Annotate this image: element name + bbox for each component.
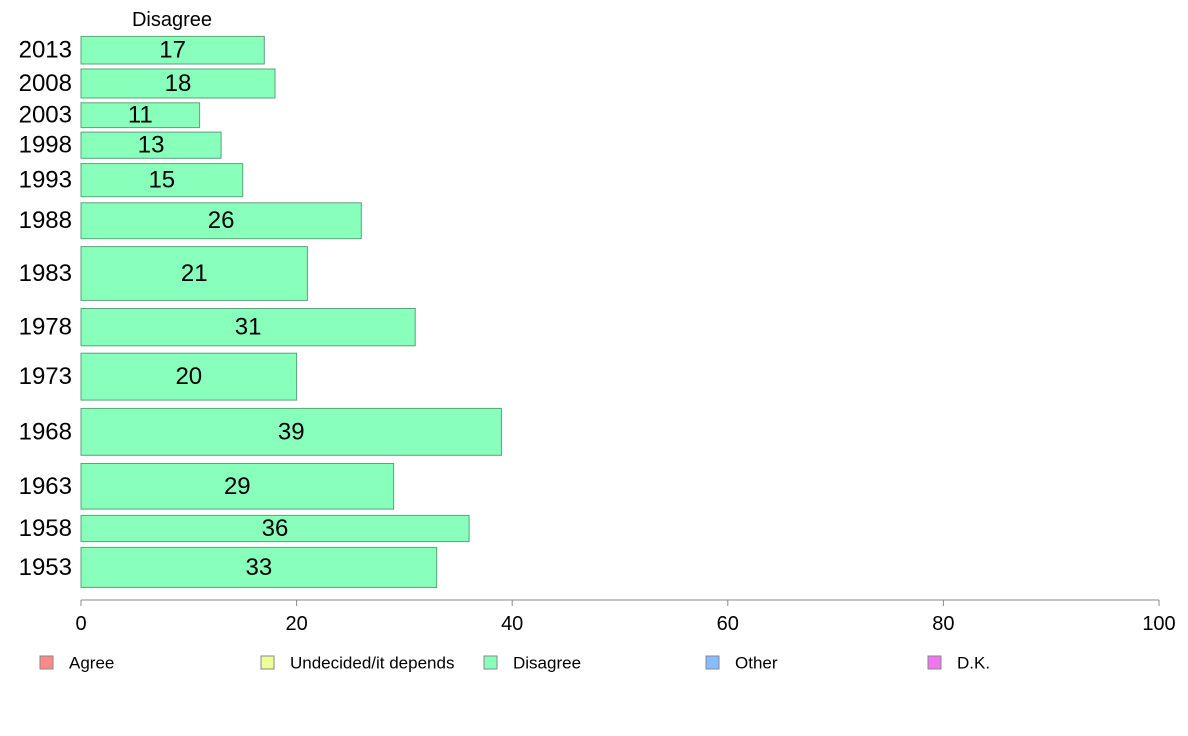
bar-1978: [80, 308, 416, 347]
bar-1958: [80, 514, 470, 543]
category-label-1993: 1993: [19, 167, 72, 194]
bar-1988: [80, 202, 362, 240]
bar-1983: [80, 246, 308, 301]
category-label-2003: 2003: [19, 102, 72, 129]
legend-swatch-0: [39, 655, 54, 670]
bar-1963: [80, 463, 395, 510]
legend-label-3: Other: [735, 654, 778, 673]
category-label-1968: 1968: [19, 418, 72, 445]
category-labels: 2013 2008 2003 1998 1993 1988 1983 1978 1973 1968…: [19, 37, 72, 581]
bar-value-label-1998: 13: [138, 132, 165, 159]
bar-2008: [80, 68, 276, 99]
legend-label-2: Disagree: [513, 654, 581, 673]
legend-swatch-1: [260, 655, 275, 670]
bar-value-label-1978: 31: [235, 314, 262, 341]
bar-2003: [80, 102, 201, 129]
category-label-1978: 1978: [19, 314, 72, 341]
bar-value-label-1953: 33: [246, 554, 273, 581]
x-tick-label-60: 60: [717, 613, 739, 635]
category-label-1958: 1958: [19, 515, 72, 542]
legend-label-0: Agree: [69, 654, 114, 673]
category-label-1963: 1963: [19, 473, 72, 500]
category-label-1983: 1983: [19, 260, 72, 287]
category-label-1973: 1973: [19, 363, 72, 390]
legend-label-1: Undecided/it depends: [290, 654, 454, 673]
x-axis-ticks: 0 20 40 60 80 100: [75, 600, 1176, 635]
bar-value-label-2013: 17: [159, 37, 186, 64]
bar-1993: [80, 163, 244, 198]
panel-title: Disagree: [132, 9, 212, 31]
bar-1968: [80, 407, 502, 456]
legend-label-4: D.K.: [957, 654, 990, 673]
bar-value-label-2003: 11: [128, 102, 153, 129]
bar-value-label-1958: 36: [262, 515, 289, 542]
bar-value-label-1988: 26: [208, 207, 235, 234]
x-tick-label-20: 20: [285, 613, 307, 635]
category-label-1998: 1998: [19, 132, 72, 159]
legend-swatch-3: [705, 655, 720, 670]
bar-1953: [80, 546, 438, 588]
category-label-1953: 1953: [19, 554, 72, 581]
category-label-1988: 1988: [19, 207, 72, 234]
bar-value-label-1968: 39: [278, 418, 305, 445]
bar-value-label-1993: 15: [148, 167, 175, 194]
bar-1973: [80, 352, 298, 401]
category-label-2008: 2008: [19, 70, 72, 97]
x-tick-label-0: 0: [75, 613, 86, 635]
legend: Agree Undecided/it depends Disagree Other D.…: [39, 654, 990, 673]
legend-swatch-4: [927, 655, 942, 670]
bar-value-label-2008: 18: [165, 70, 192, 97]
bar-2013: [80, 35, 265, 65]
bar-1998: [80, 131, 222, 159]
bar-value-label-1963: 29: [224, 473, 251, 500]
x-tick-label-80: 80: [932, 613, 954, 635]
x-tick-label-40: 40: [501, 613, 523, 635]
category-label-2013: 2013: [19, 37, 72, 64]
bar-value-label-1983: 21: [181, 260, 208, 287]
legend-swatch-2: [483, 655, 498, 670]
x-tick-label-100: 100: [1142, 613, 1175, 635]
bar-value-label-1973: 20: [175, 363, 202, 390]
